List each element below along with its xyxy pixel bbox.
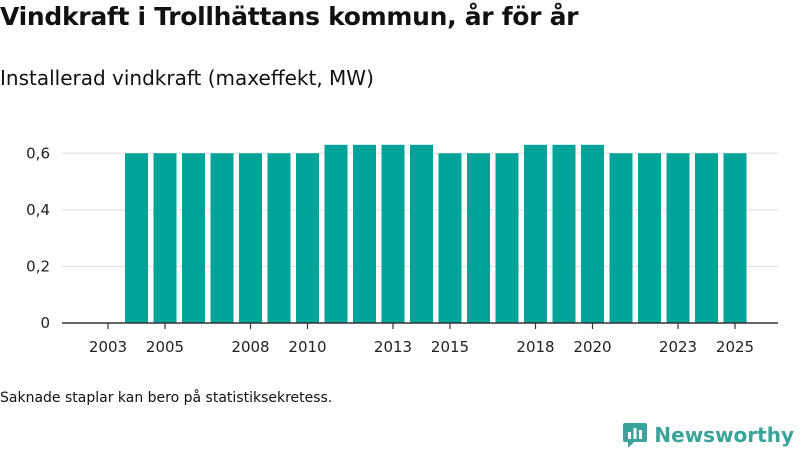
brand-logo[interactable]: Newsworthy xyxy=(622,420,794,450)
x-tick-label: 2010 xyxy=(288,338,326,356)
bar-2015 xyxy=(438,153,462,323)
newsworthy-logo-icon xyxy=(623,423,648,448)
bar-2016 xyxy=(467,153,490,323)
x-tick-label: 2008 xyxy=(231,338,269,356)
brand-name: Newsworthy xyxy=(654,423,794,447)
bar-2019 xyxy=(552,144,576,323)
bar-2024 xyxy=(695,153,718,323)
y-tick-label: 0,6 xyxy=(26,144,50,162)
x-tick-labels: 2003 2005 2008 2010 2013 2015 2018 2020 2023 2025 xyxy=(89,338,754,356)
x-tick-label: 2018 xyxy=(516,338,554,356)
x-tick-label: 2015 xyxy=(431,338,469,356)
bars xyxy=(125,144,747,323)
bar-2018 xyxy=(524,144,547,323)
y-tick-label: 0,4 xyxy=(26,201,50,219)
bar-2005 xyxy=(153,153,177,323)
x-tick-label: 2003 xyxy=(89,338,127,356)
bar-2013 xyxy=(381,144,405,323)
bar-2004 xyxy=(125,153,148,323)
bar-2014 xyxy=(410,144,433,323)
x-tick-label: 2025 xyxy=(716,338,754,356)
y-tick-labels: 0 0,2 0,4 0,6 xyxy=(26,144,50,332)
y-tick-label: 0,2 xyxy=(26,257,50,275)
x-tick-label: 2020 xyxy=(573,338,611,356)
bar-2009 xyxy=(267,153,291,323)
chart-title: Vindkraft i Trollhättans kommun, år för … xyxy=(0,2,579,31)
bar-2011 xyxy=(324,144,348,323)
bar-2020 xyxy=(581,144,604,323)
bar-2012 xyxy=(353,144,376,323)
bar-2008 xyxy=(239,153,262,323)
bar-2017 xyxy=(495,153,519,323)
bar-2021 xyxy=(609,153,633,323)
x-tick-label: 2023 xyxy=(659,338,697,356)
bar-2006 xyxy=(182,153,205,323)
x-axis xyxy=(62,322,778,329)
bar-chart: 00,20,40,6 2003 2005 2008 2010 2013 2015 2018 2… xyxy=(26,144,778,356)
y-tick-label: 0 xyxy=(40,314,50,332)
footnote: Saknade staplar kan bero på statistiksek… xyxy=(0,390,333,406)
x-tick-label: 2013 xyxy=(374,338,412,356)
chart-subtitle: Installerad vindkraft (maxeffekt, MW) xyxy=(0,66,374,90)
bar-2023 xyxy=(666,153,690,323)
bar-2010 xyxy=(296,153,319,323)
bar-2007 xyxy=(210,153,234,323)
x-tick-label: 2005 xyxy=(146,338,184,356)
bar-2025 xyxy=(723,153,747,323)
bar-2022 xyxy=(638,153,661,323)
